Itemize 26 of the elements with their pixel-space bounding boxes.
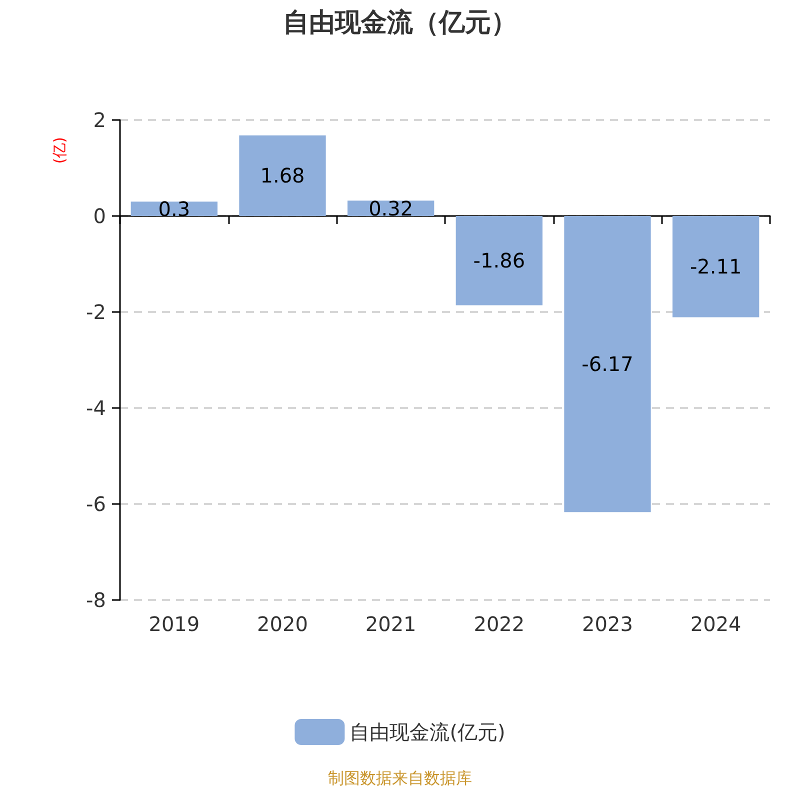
y-axis-title: (亿) — [50, 136, 68, 164]
y-tick-label: -8 — [86, 588, 106, 612]
data-label: 0.3 — [158, 196, 190, 221]
x-tick-label: 2021 — [365, 612, 416, 636]
x-tick-label: 2020 — [257, 612, 308, 636]
x-tick-label: 2022 — [474, 612, 525, 636]
text: 制图数据来自数据库 — [328, 768, 472, 788]
x-tick-label: 2024 — [690, 612, 742, 636]
x-tick-label: 2019 — [148, 612, 200, 636]
bar — [564, 216, 651, 512]
bar — [672, 216, 760, 318]
legend-label: 自由现金流(亿元) — [350, 720, 506, 744]
data-label: -6.17 — [582, 352, 634, 376]
y-tick-label: 0 — [93, 204, 106, 228]
chart-title: 自由现金流（亿元） — [283, 8, 517, 38]
data-label: 0.32 — [368, 196, 414, 220]
x-tick-label: 2023 — [582, 612, 633, 636]
data-label: -1.86 — [473, 248, 526, 273]
bar — [456, 216, 542, 306]
y-tick-label: 2 — [93, 108, 106, 132]
y-tick-label: -4 — [86, 396, 106, 420]
y-tick-label: -6 — [86, 492, 106, 516]
bar — [239, 135, 326, 216]
data-label: 1.68 — [260, 164, 305, 188]
y-tick-label: -2 — [86, 300, 106, 324]
data-label: -2.11 — [690, 254, 742, 279]
